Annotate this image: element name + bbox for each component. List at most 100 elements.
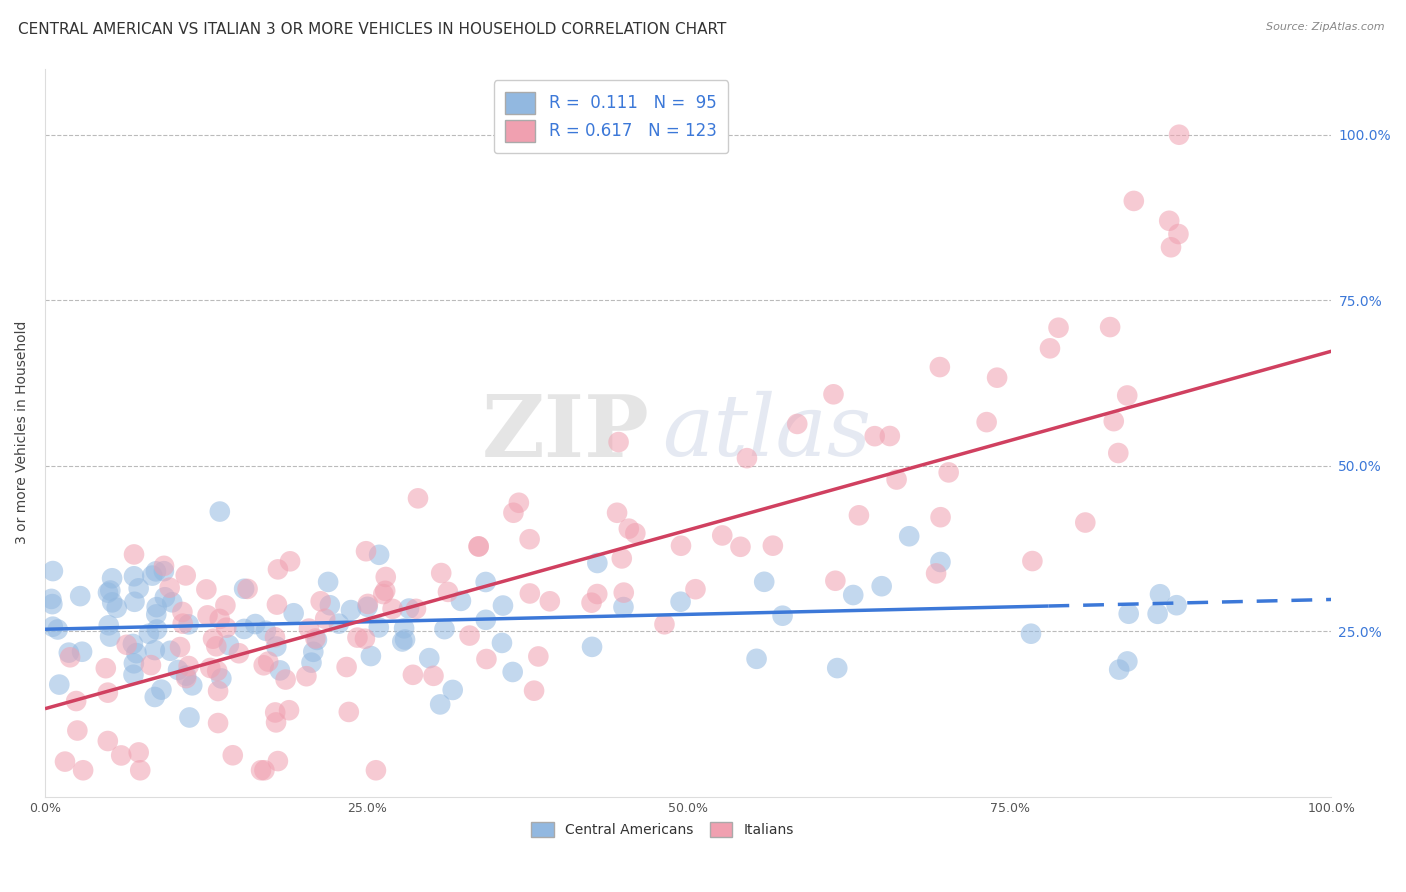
Text: atlas: atlas (662, 392, 872, 474)
Point (72, 764, 94, 778)
Point (267, 562, 290, 576)
Point (340, 603, 363, 617)
Point (337, 705, 360, 719)
Point (745, 652, 768, 666)
Point (433, 622, 456, 636)
Point (172, 605, 194, 619)
Point (772, 608, 794, 623)
Point (264, 715, 287, 730)
Point (824, 574, 846, 588)
Point (122, 569, 145, 583)
Point (59, 650, 82, 665)
Point (607, 435, 630, 450)
Point (356, 599, 378, 614)
Point (617, 522, 640, 536)
Point (179, 710, 201, 724)
Point (214, 599, 236, 613)
Text: Source: ZipAtlas.com: Source: ZipAtlas.com (1267, 22, 1385, 32)
Point (418, 651, 440, 665)
Point (42, 564, 65, 578)
Point (122, 657, 145, 671)
Point (274, 673, 297, 687)
Point (610, 551, 633, 566)
Point (98, 630, 121, 644)
Point (105, 600, 128, 615)
Point (624, 526, 647, 541)
Point (842, 588, 865, 602)
Point (257, 655, 280, 669)
Point (373, 587, 395, 601)
Point (1168, 128, 1191, 142)
Point (159, 644, 181, 658)
Point (669, 595, 692, 609)
Point (177, 659, 200, 673)
Point (200, 661, 222, 675)
Point (266, 598, 288, 612)
Point (65, 694, 87, 708)
Point (976, 415, 998, 429)
Point (519, 586, 541, 600)
Point (145, 565, 167, 579)
Point (207, 716, 229, 731)
Point (160, 595, 183, 609)
Point (122, 667, 145, 681)
Point (368, 548, 391, 562)
Point (305, 632, 328, 647)
Point (97, 734, 120, 748)
Point (475, 613, 498, 627)
Point (354, 544, 377, 558)
Point (1122, 194, 1144, 208)
Point (336, 660, 359, 674)
Point (1166, 598, 1188, 612)
Text: CENTRAL AMERICAN VS ITALIAN 3 OR MORE VEHICLES IN HOUSEHOLD CORRELATION CHART: CENTRAL AMERICAN VS ITALIAN 3 OR MORE VE… (18, 22, 727, 37)
Point (146, 623, 169, 637)
Point (474, 574, 496, 589)
Point (492, 599, 515, 613)
Point (205, 664, 228, 678)
Point (523, 683, 546, 698)
Point (174, 671, 197, 685)
Point (1021, 554, 1043, 568)
Point (823, 387, 845, 401)
Point (69, 589, 91, 603)
Point (101, 595, 124, 609)
Point (467, 540, 489, 554)
Point (141, 568, 163, 582)
Point (264, 706, 287, 720)
Point (302, 645, 325, 659)
Point (124, 595, 146, 609)
Point (754, 574, 776, 589)
Point (41, 591, 63, 606)
Point (374, 570, 396, 584)
Point (207, 684, 229, 698)
Point (233, 582, 256, 596)
Point (491, 636, 513, 650)
Point (1167, 227, 1189, 241)
Point (654, 617, 676, 632)
Point (197, 608, 219, 623)
Point (298, 622, 321, 636)
Point (205, 640, 228, 654)
Point (392, 621, 415, 635)
Point (208, 505, 231, 519)
Point (46, 623, 69, 637)
Point (153, 591, 176, 605)
Point (1107, 446, 1129, 460)
Point (586, 556, 609, 570)
Point (475, 652, 498, 666)
Point (250, 764, 273, 778)
Point (986, 370, 1008, 384)
Point (138, 626, 160, 640)
Point (406, 491, 429, 506)
Point (97, 585, 120, 599)
Point (357, 597, 380, 611)
Point (97, 686, 120, 700)
Point (430, 566, 453, 580)
Point (70, 645, 93, 659)
Point (167, 663, 190, 677)
Point (929, 510, 952, 524)
Point (1116, 388, 1139, 402)
Point (519, 533, 541, 547)
Point (1116, 655, 1139, 669)
Point (581, 640, 603, 654)
